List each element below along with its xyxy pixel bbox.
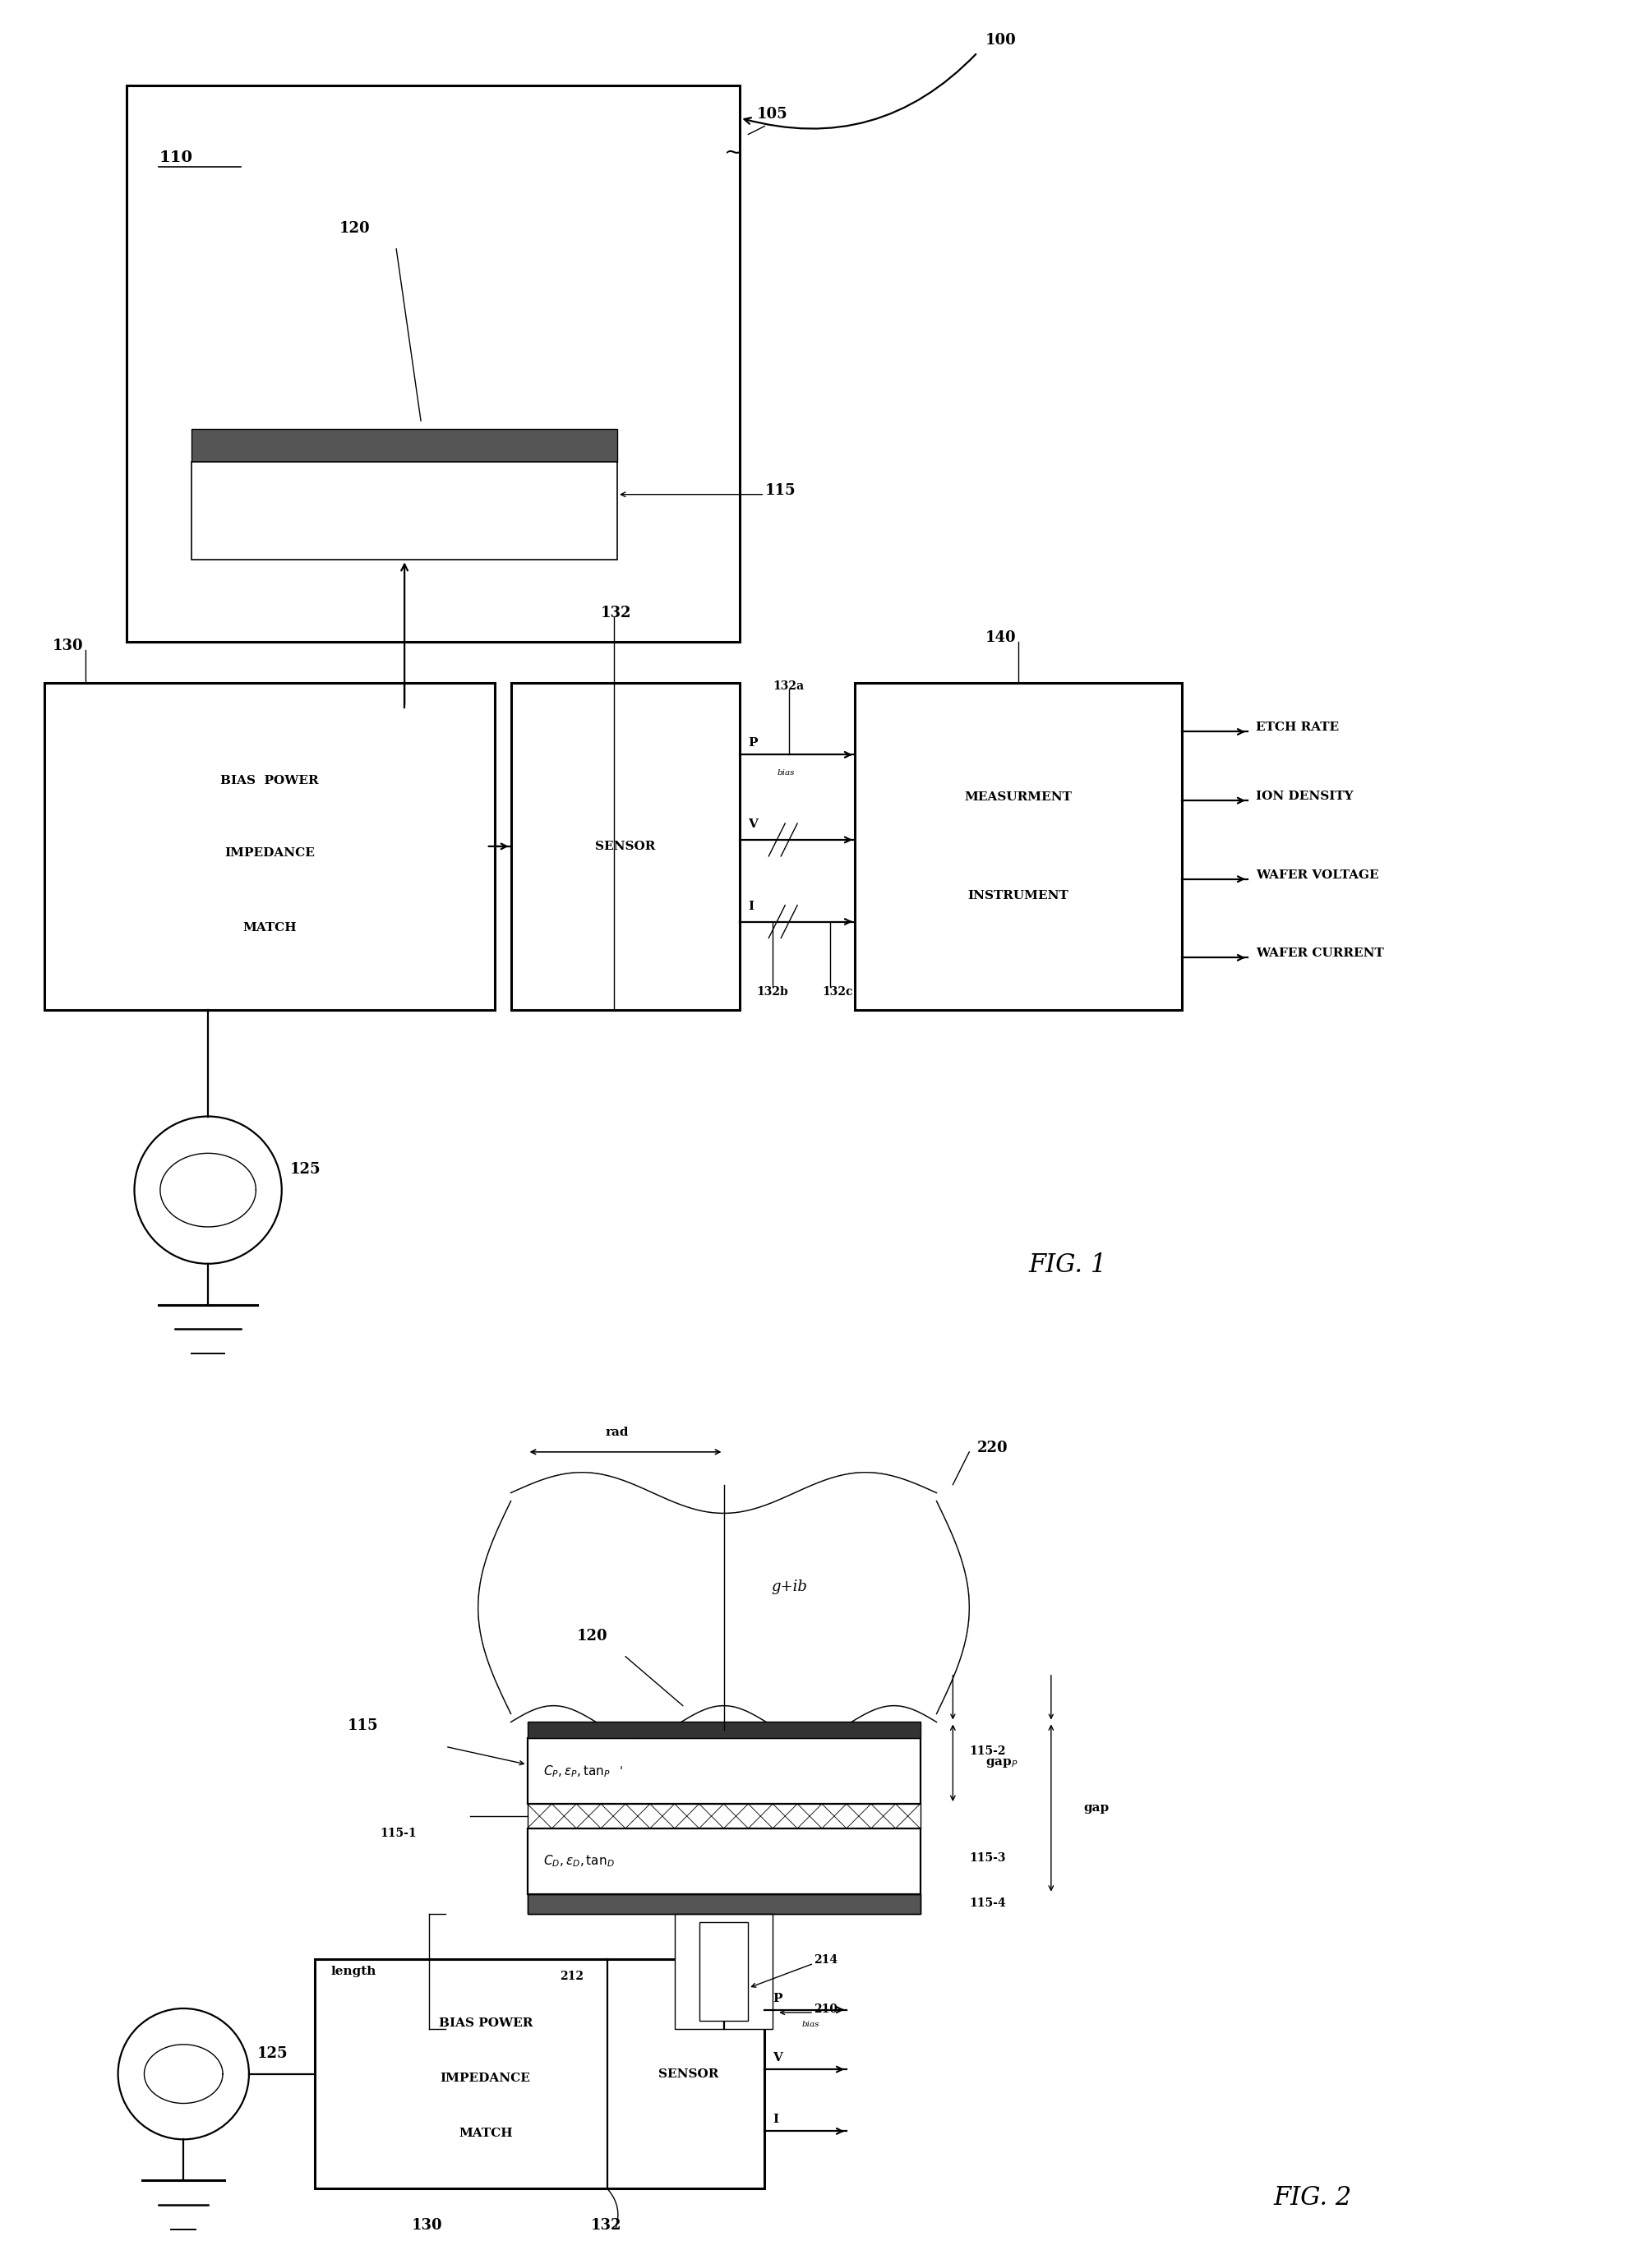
- Text: bias: bias: [801, 2021, 819, 2028]
- Bar: [854, 684, 1183, 1011]
- Bar: [527, 1894, 920, 1914]
- Bar: [126, 85, 740, 641]
- Text: 132a: 132a: [773, 681, 805, 692]
- Text: ETCH RATE: ETCH RATE: [1256, 722, 1338, 733]
- Text: SENSOR: SENSOR: [595, 840, 656, 852]
- Text: FIG. 1: FIG. 1: [1028, 1253, 1107, 1277]
- Text: IMPEDANCE: IMPEDANCE: [441, 2073, 530, 2084]
- Text: $C_D,\epsilon_D,\tan_D$: $C_D,\epsilon_D,\tan_D$: [544, 1853, 615, 1869]
- Bar: [674, 1914, 773, 2028]
- Text: BIAS POWER: BIAS POWER: [438, 2017, 532, 2030]
- Bar: [510, 684, 740, 1011]
- Text: MATCH: MATCH: [459, 2127, 512, 2140]
- Bar: [45, 684, 494, 1011]
- Text: 210: 210: [814, 2003, 838, 2015]
- Text: 115-4: 115-4: [970, 1898, 1006, 1909]
- Text: 100: 100: [986, 34, 1016, 47]
- Text: WAFER CURRENT: WAFER CURRENT: [1256, 948, 1384, 959]
- Bar: [192, 428, 618, 462]
- Text: 125: 125: [258, 2046, 287, 2062]
- Bar: [314, 1959, 765, 2189]
- Text: MATCH: MATCH: [243, 923, 296, 934]
- Text: 214: 214: [814, 1954, 838, 1965]
- Text: 115: 115: [765, 484, 796, 498]
- Text: 125: 125: [289, 1163, 320, 1177]
- Text: I: I: [773, 2113, 778, 2124]
- Bar: [699, 1923, 748, 2021]
- Text: P: P: [773, 1992, 783, 2003]
- Text: P: P: [748, 737, 758, 748]
- Bar: [527, 1721, 920, 1739]
- Text: gap$_P$: gap$_P$: [986, 1757, 1018, 1768]
- Bar: [527, 1894, 920, 1914]
- Text: 120: 120: [577, 1629, 608, 1643]
- Text: 130: 130: [53, 639, 84, 652]
- Text: $C_P,\epsilon_P,\tan_P$  ': $C_P,\epsilon_P,\tan_P$ ': [544, 1764, 623, 1779]
- Text: 132: 132: [591, 2219, 621, 2232]
- Text: I: I: [748, 901, 753, 912]
- Text: 132: 132: [601, 605, 631, 621]
- Text: WAFER VOLTAGE: WAFER VOLTAGE: [1256, 870, 1379, 881]
- Text: 130: 130: [411, 2219, 443, 2232]
- Text: 120: 120: [339, 222, 370, 235]
- Text: ION DENSITY: ION DENSITY: [1256, 791, 1353, 802]
- Text: ~: ~: [724, 141, 743, 164]
- Text: INSTRUMENT: INSTRUMENT: [968, 890, 1069, 901]
- Bar: [192, 462, 618, 560]
- Text: 105: 105: [757, 108, 788, 121]
- Text: 115-3: 115-3: [970, 1851, 1006, 1865]
- Text: MEASURMENT: MEASURMENT: [965, 791, 1072, 802]
- Text: 115-1: 115-1: [380, 1826, 416, 1840]
- Text: 132b: 132b: [757, 986, 788, 997]
- Text: rad: rad: [606, 1428, 629, 1439]
- Text: bias: bias: [776, 769, 795, 778]
- Text: V: V: [773, 2053, 783, 2064]
- Text: gap: gap: [1084, 1802, 1110, 1813]
- Bar: [192, 428, 618, 462]
- Text: 110: 110: [159, 150, 193, 166]
- Polygon shape: [477, 1472, 970, 1739]
- Text: g+ib: g+ib: [771, 1580, 808, 1593]
- Text: IMPEDANCE: IMPEDANCE: [225, 847, 314, 858]
- Bar: [527, 1739, 920, 1804]
- Text: 132c: 132c: [823, 986, 852, 997]
- Text: 115: 115: [347, 1719, 378, 1735]
- Text: BIAS  POWER: BIAS POWER: [220, 775, 319, 787]
- Bar: [527, 1829, 920, 1894]
- Text: 115-2: 115-2: [970, 1746, 1006, 1757]
- Bar: [527, 1721, 920, 1739]
- Text: 212: 212: [560, 1970, 583, 1983]
- Text: length: length: [330, 1965, 377, 1977]
- Text: 140: 140: [986, 630, 1016, 645]
- Text: FIG. 2: FIG. 2: [1274, 2185, 1351, 2210]
- Bar: [527, 1804, 920, 1829]
- Text: V: V: [748, 818, 758, 829]
- Text: 220: 220: [978, 1441, 1008, 1454]
- Text: SENSOR: SENSOR: [657, 2068, 719, 2080]
